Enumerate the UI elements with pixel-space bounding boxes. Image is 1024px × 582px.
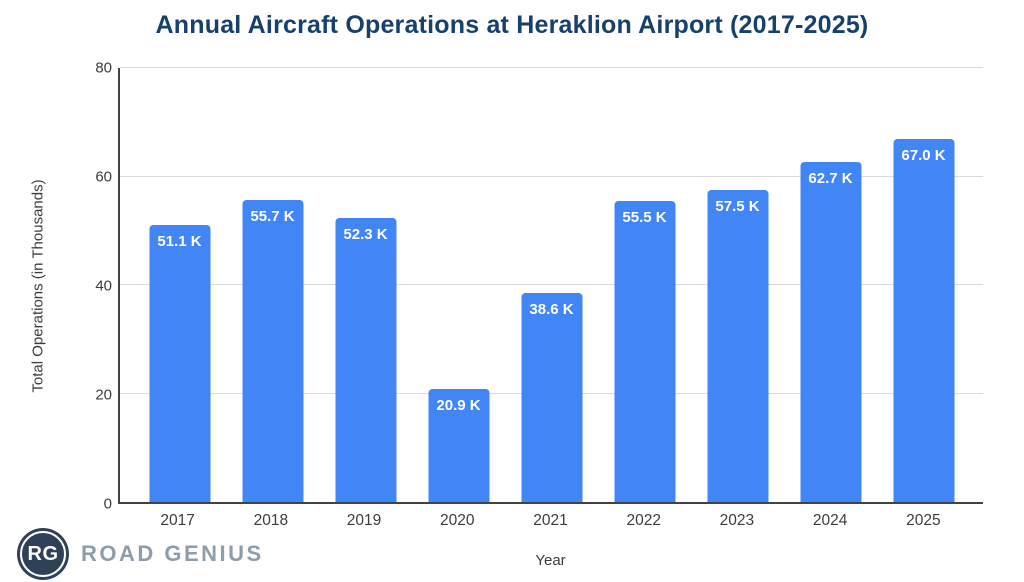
bar-2023: 57.5 K	[707, 190, 768, 502]
road-genius-wordmark: ROAD GENIUS	[81, 541, 264, 566]
bar-2024: 62.7 K	[800, 161, 861, 502]
y-axis-title: Total Operations (in Thousands)	[29, 179, 47, 393]
bar-value-label-2019: 52.3 K	[343, 226, 388, 244]
gridline-60	[120, 175, 983, 177]
road-genius-logo: RG ROAD GENIUS	[17, 528, 264, 580]
bar-value-label-2023: 57.5 K	[715, 198, 760, 216]
gridline-40	[120, 284, 983, 285]
rg-monogram-icon: RG	[17, 528, 69, 580]
x-tick-label-2023: 2023	[719, 512, 755, 529]
bar-value-label-2020: 20.9 K	[436, 396, 481, 414]
bar-value-label-2024: 62.7 K	[808, 169, 853, 187]
bar-value-label-2022: 55.5 K	[622, 208, 667, 226]
rg-monogram-text: RG	[27, 542, 59, 565]
bar-slot-2017: 51.1 K	[133, 68, 226, 502]
bar-slot-2020: 20.9 K	[412, 68, 505, 502]
bar-slot-2021: 38.6 K	[505, 68, 598, 502]
bar-2022: 55.5 K	[614, 200, 675, 502]
x-tick-label-2017: 2017	[160, 512, 195, 529]
bar-2017: 51.1 K	[149, 224, 210, 502]
y-tick-label-60: 60	[95, 168, 112, 186]
bar-value-label-2018: 55.7 K	[250, 207, 295, 225]
x-tick-label-2021: 2021	[533, 512, 568, 529]
x-tick-label-2018: 2018	[253, 512, 289, 529]
x-tick-label-2022: 2022	[626, 512, 661, 529]
bars-layer: 51.1 K 55.7 K 52.3 K 20.9 K 38.6 K 55.5 K 57.5…	[120, 68, 983, 502]
chart-title: Annual Aircraft Operations at Heraklion …	[155, 11, 869, 39]
bar-2020: 20.9 K	[428, 388, 489, 502]
bar-slot-2023: 57.5 K	[691, 68, 784, 502]
x-tick-label-2020: 2020	[440, 512, 475, 529]
bar-slot-2024: 62.7 K	[784, 68, 877, 502]
y-tick-label-20: 20	[95, 386, 112, 404]
bar-value-label-2021: 38.6 K	[529, 300, 574, 318]
bar-slot-2018: 55.7 K	[226, 68, 319, 502]
bar-value-label-2017: 51.1 K	[157, 232, 202, 250]
x-axis-ticks: 2017 2018 2019 2020 2021 2022 2023 2024 2025	[118, 512, 983, 530]
bar-slot-2022: 55.5 K	[598, 68, 691, 502]
bar-2019: 52.3 K	[335, 218, 396, 502]
y-tick-label-80: 80	[95, 59, 112, 77]
bar-slot-2019: 52.3 K	[319, 68, 412, 502]
x-axis-title: Year	[535, 552, 566, 569]
x-tick-label-2025: 2025	[906, 512, 941, 529]
bar-2018: 55.7 K	[242, 199, 303, 502]
x-tick-label-2019: 2019	[346, 512, 382, 529]
plot-area: 51.1 K 55.7 K 52.3 K 20.9 K 38.6 K 55.5 K 57.5…	[118, 67, 983, 504]
x-tick-label-2024: 2024	[812, 512, 848, 529]
bar-value-label-2025: 67.0 K	[901, 146, 946, 164]
bar-2025: 67.0 K	[893, 138, 954, 502]
gridline-80	[120, 67, 983, 68]
y-tick-label-0: 0	[103, 495, 112, 513]
y-tick-label-40: 40	[95, 277, 112, 295]
bar-slot-2025: 67.0 K	[877, 68, 970, 502]
bar-2021: 38.6 K	[521, 292, 582, 502]
